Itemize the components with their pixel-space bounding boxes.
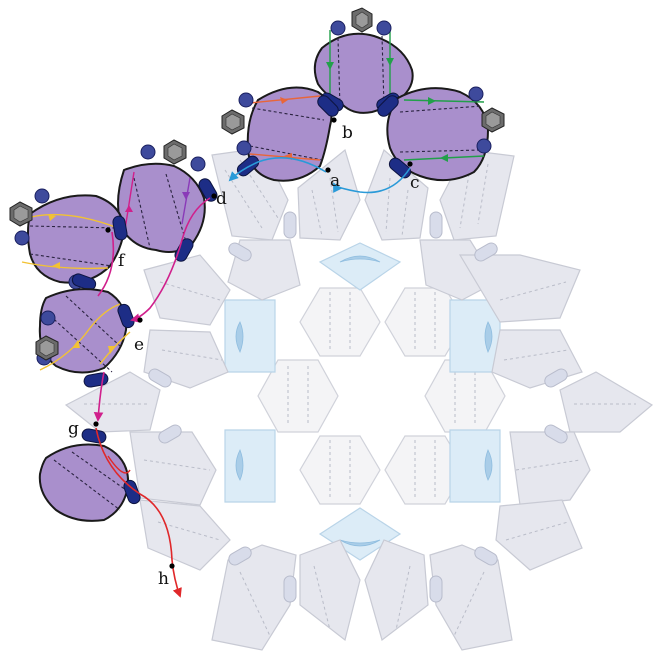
outer-kites xyxy=(64,147,654,651)
arrow-a-to-d xyxy=(228,156,327,182)
arrow-g-to-h xyxy=(95,427,182,598)
blob-top xyxy=(313,7,414,114)
label-c: c xyxy=(410,173,420,193)
lattice-background xyxy=(64,147,654,651)
label-d: d xyxy=(216,189,227,209)
central-hexagons xyxy=(257,287,506,505)
label-e: e xyxy=(134,335,144,355)
arrow-c-to-a xyxy=(333,167,411,194)
blob-g xyxy=(38,428,141,522)
arrow-d-to-e xyxy=(130,197,211,323)
label-b: b xyxy=(342,123,353,143)
blue-rhombi xyxy=(224,242,501,561)
light-connectors xyxy=(148,211,568,603)
labels: a b c d e f g h xyxy=(68,123,420,589)
arrow-f-to-g xyxy=(97,231,115,297)
label-g: g xyxy=(68,419,79,439)
blob-b xyxy=(221,86,339,182)
subunits xyxy=(9,7,505,522)
blob-f xyxy=(9,188,128,291)
blob-c xyxy=(377,86,505,182)
arrow-e-to-g xyxy=(93,371,105,422)
point-markers xyxy=(93,117,413,569)
blob-e xyxy=(35,288,135,388)
pathways xyxy=(93,156,411,598)
label-f: f xyxy=(118,251,126,271)
blob-d xyxy=(117,139,218,262)
label-h: h xyxy=(158,569,169,589)
label-a: a xyxy=(330,171,340,191)
